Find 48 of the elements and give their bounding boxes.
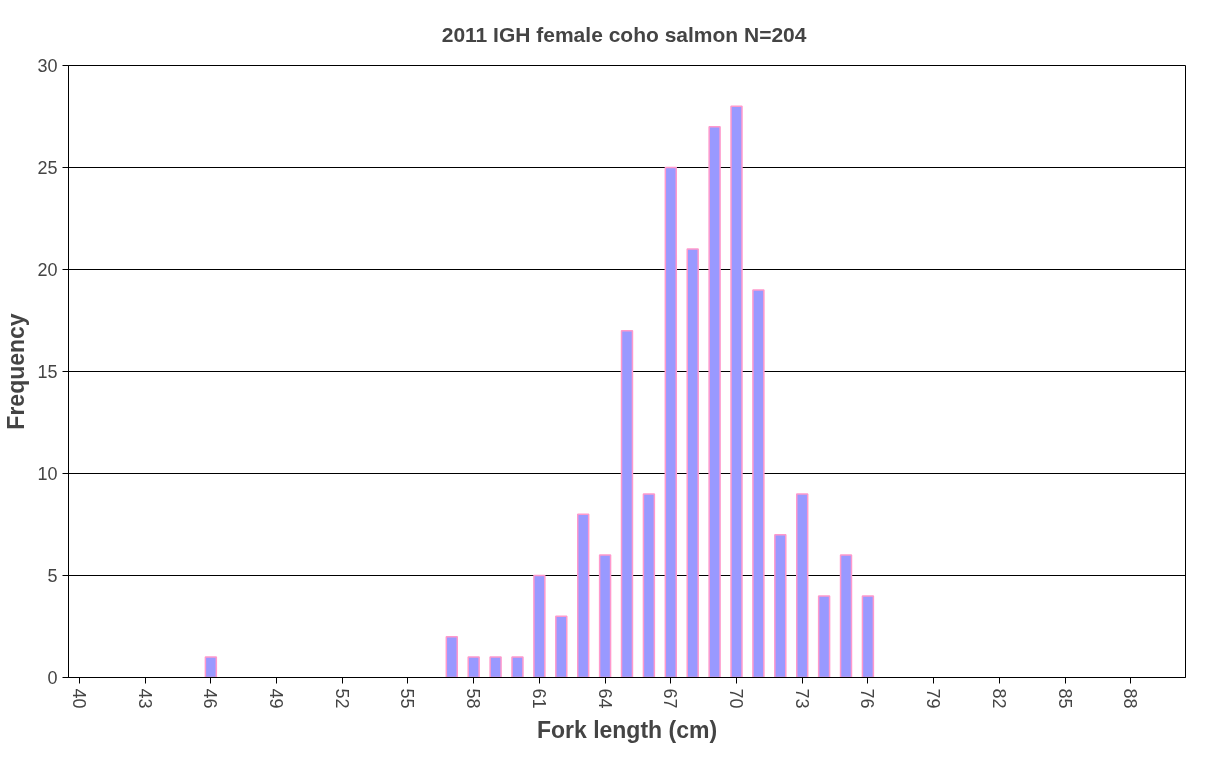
x-tick-label: 67: [660, 688, 681, 709]
bar: [839, 554, 853, 678]
bar: [795, 493, 809, 678]
x-tick-label: 46: [200, 688, 221, 709]
x-tick-label: 40: [68, 688, 89, 709]
bar: [533, 574, 546, 678]
x-tick-label: 85: [1054, 688, 1075, 709]
y-tick-label: 20: [37, 260, 58, 280]
bar: [204, 656, 218, 678]
y-tick-label: 15: [37, 362, 58, 382]
y-tick-label: 10: [37, 464, 58, 484]
bar: [511, 656, 524, 678]
x-tick-label: 58: [463, 688, 484, 709]
bar: [708, 125, 721, 678]
bar: [467, 656, 480, 678]
x-tick-label: 61: [528, 688, 549, 709]
bar: [445, 635, 459, 678]
bar: [620, 329, 634, 678]
x-tick-label: 52: [331, 688, 352, 709]
y-axis-title: Frequency: [3, 313, 30, 430]
y-tick-label: 0: [47, 668, 58, 688]
bar: [576, 513, 590, 678]
bar: [664, 166, 678, 678]
x-tick-label: 73: [791, 688, 812, 709]
bar: [642, 493, 656, 678]
x-tick-label: 64: [594, 688, 615, 709]
x-axis-title: Fork length (cm): [536, 716, 718, 743]
bar: [752, 289, 765, 678]
x-tick-label: 43: [134, 688, 155, 709]
y-tick-label: 25: [37, 158, 58, 178]
x-tick-label: 82: [988, 688, 1009, 709]
bar: [730, 105, 743, 678]
bar: [555, 615, 568, 678]
y-tick-label: 5: [47, 566, 58, 586]
x-tick-label: 49: [266, 688, 287, 709]
bar: [489, 656, 502, 678]
y-tick-label: 30: [37, 56, 58, 76]
bar: [861, 595, 875, 678]
bar: [774, 533, 787, 678]
x-tick-label: 70: [726, 688, 747, 709]
x-tick-label: 79: [923, 688, 944, 709]
bar: [686, 248, 699, 678]
bar: [817, 595, 831, 678]
x-tick-label: 55: [397, 688, 418, 709]
x-tick-label: 88: [1120, 688, 1141, 709]
bar: [598, 554, 612, 678]
x-tick-label: 76: [857, 688, 878, 709]
chart-title: 2011 IGH female coho salmon N=204: [441, 22, 807, 46]
